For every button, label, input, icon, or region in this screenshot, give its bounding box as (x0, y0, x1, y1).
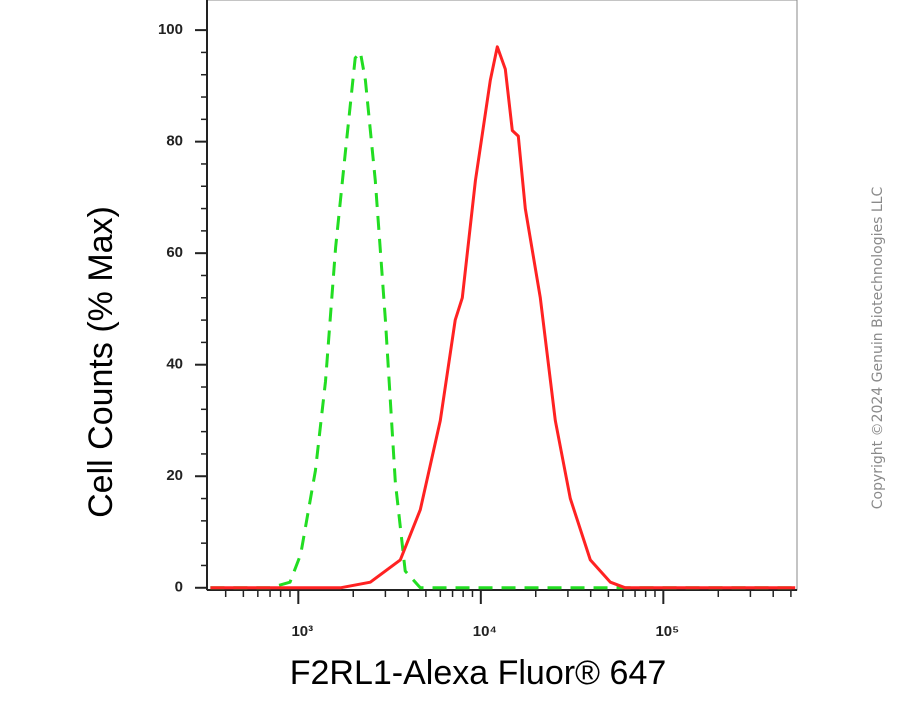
plot-frame (206, 0, 798, 591)
x-tick-label: 10³ (291, 623, 313, 640)
y-tick-label: 60 (166, 244, 183, 261)
y-tick-label: 20 (166, 467, 183, 484)
histogram-line (210, 45, 796, 590)
x-axis-label: F2RL1-Alexa Fluor® 647 (290, 654, 667, 692)
histogram-line (210, 50, 796, 590)
y-axis-label: Cell Counts (% Max) (82, 206, 120, 518)
y-tick-label: 0 (175, 579, 183, 596)
y-tick-label: 40 (166, 356, 183, 373)
y-tick-label: 80 (166, 133, 183, 150)
y-tick-label: 100 (158, 21, 183, 38)
x-tick-label: 10⁵ (655, 623, 679, 640)
x-tick-label: 10⁴ (473, 623, 497, 640)
watermark: Copyright ©2024 Genuin Biotechnologies L… (870, 187, 886, 510)
